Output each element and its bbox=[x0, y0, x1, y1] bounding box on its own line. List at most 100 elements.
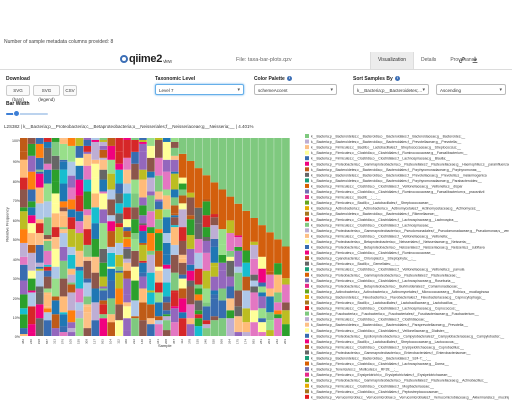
bar-segment[interactable] bbox=[155, 191, 163, 200]
qiime2-logo[interactable]: qiime2 view bbox=[120, 53, 172, 65]
bar-segment[interactable] bbox=[266, 232, 274, 272]
bar-segment[interactable] bbox=[99, 169, 108, 180]
bar-segment[interactable] bbox=[210, 290, 219, 295]
bar-segment[interactable] bbox=[210, 138, 219, 183]
bar-segment[interactable] bbox=[75, 221, 84, 234]
bar-segment[interactable] bbox=[83, 165, 92, 180]
bar-segment[interactable] bbox=[139, 242, 147, 245]
bar-segment[interactable] bbox=[155, 175, 163, 192]
bar-segment[interactable] bbox=[162, 189, 171, 196]
bar-segment[interactable] bbox=[83, 328, 92, 336]
bar-segment[interactable] bbox=[67, 332, 76, 336]
bar-segment[interactable] bbox=[131, 238, 139, 251]
bar-segment[interactable] bbox=[107, 268, 115, 281]
bar-segment[interactable] bbox=[234, 272, 243, 291]
bar-segment[interactable] bbox=[194, 252, 203, 269]
bar-segment[interactable] bbox=[139, 143, 147, 152]
bar-segment[interactable] bbox=[194, 207, 203, 224]
info-icon[interactable]: i bbox=[394, 76, 400, 82]
bar-segment[interactable] bbox=[250, 310, 258, 323]
bar-segment[interactable] bbox=[178, 258, 187, 263]
bar-segment[interactable] bbox=[194, 310, 203, 315]
bar-segment[interactable] bbox=[139, 223, 147, 226]
bar-segment[interactable] bbox=[170, 159, 179, 172]
bar-segment[interactable] bbox=[59, 229, 68, 232]
bar-segment[interactable] bbox=[186, 197, 195, 216]
bar-segment[interactable] bbox=[75, 157, 84, 166]
bar-segment[interactable] bbox=[202, 198, 211, 202]
bar-segment[interactable] bbox=[51, 278, 60, 297]
sample-bar[interactable] bbox=[258, 138, 266, 336]
bar-segment[interactable] bbox=[186, 248, 195, 265]
sample-bar[interactable] bbox=[43, 138, 52, 336]
bar-segment[interactable] bbox=[186, 318, 195, 325]
bar-segment[interactable] bbox=[107, 280, 115, 299]
bar-segment[interactable] bbox=[123, 248, 131, 259]
bar-segment[interactable] bbox=[162, 330, 171, 336]
bar-segment[interactable] bbox=[20, 207, 28, 212]
bar-segment[interactable] bbox=[123, 258, 131, 263]
bar-segment[interactable] bbox=[162, 217, 171, 234]
bar-segment[interactable] bbox=[210, 320, 219, 336]
bar-segment[interactable] bbox=[170, 147, 179, 156]
bar-segment[interactable] bbox=[20, 314, 28, 329]
bar-segment[interactable] bbox=[147, 138, 155, 146]
bar-segment[interactable] bbox=[178, 138, 187, 154]
bar-segment[interactable] bbox=[274, 274, 282, 293]
bar-segment[interactable] bbox=[107, 231, 115, 247]
bar-segment[interactable] bbox=[99, 193, 108, 210]
bar-segment[interactable] bbox=[218, 270, 227, 289]
bar-segment[interactable] bbox=[170, 155, 179, 160]
bar-segment[interactable] bbox=[99, 191, 108, 194]
bar-segment[interactable] bbox=[234, 290, 243, 307]
bar-segment[interactable] bbox=[91, 272, 100, 289]
bar-segment[interactable] bbox=[170, 138, 179, 142]
bar-segment[interactable] bbox=[43, 308, 52, 313]
bar-segment[interactable] bbox=[258, 256, 266, 269]
bar-segment[interactable] bbox=[20, 159, 28, 178]
sample-bar[interactable] bbox=[107, 138, 115, 336]
bar-segment[interactable] bbox=[258, 286, 266, 293]
bar-segment[interactable] bbox=[123, 278, 131, 295]
bar-segment[interactable] bbox=[35, 304, 44, 319]
bar-segment[interactable] bbox=[147, 304, 155, 319]
bar-segment[interactable] bbox=[83, 145, 92, 152]
bar-segment[interactable] bbox=[155, 324, 163, 336]
bar-segment[interactable] bbox=[194, 314, 203, 319]
bar-segment[interactable] bbox=[147, 254, 155, 273]
bar-segment[interactable] bbox=[51, 237, 60, 249]
bar-segment[interactable] bbox=[186, 324, 195, 336]
bar-segment[interactable] bbox=[35, 203, 44, 220]
bar-segment[interactable] bbox=[35, 219, 44, 224]
bar-segment[interactable] bbox=[162, 195, 171, 210]
bar-segment[interactable] bbox=[67, 209, 76, 218]
bar-segment[interactable] bbox=[43, 240, 52, 251]
bar-segment[interactable] bbox=[59, 211, 68, 216]
bar-segment[interactable] bbox=[202, 324, 211, 329]
bar-segment[interactable] bbox=[282, 302, 290, 311]
bar-segment[interactable] bbox=[162, 171, 171, 190]
bar-segment[interactable] bbox=[250, 138, 258, 218]
bar-segment[interactable] bbox=[170, 225, 179, 228]
sample-bar[interactable] bbox=[234, 138, 243, 336]
bar-segment[interactable] bbox=[107, 298, 115, 315]
bar-segment[interactable] bbox=[178, 189, 187, 196]
bar-segment[interactable] bbox=[170, 217, 179, 226]
bar-segment[interactable] bbox=[51, 296, 60, 301]
bar-segment[interactable] bbox=[43, 169, 52, 184]
bar-segment[interactable] bbox=[20, 151, 28, 160]
bar-segment[interactable] bbox=[266, 312, 274, 321]
bar-segment[interactable] bbox=[91, 193, 100, 208]
bar-segment[interactable] bbox=[147, 145, 155, 158]
bar-segment[interactable] bbox=[186, 160, 195, 193]
download-csv-button[interactable]: CSV bbox=[63, 85, 77, 96]
bar-segment[interactable] bbox=[83, 229, 92, 245]
bar-segment[interactable] bbox=[162, 302, 171, 311]
bar-segment[interactable] bbox=[258, 308, 266, 319]
bar-segment[interactable] bbox=[250, 258, 258, 275]
sample-bar[interactable] bbox=[91, 138, 100, 336]
sample-bar[interactable] bbox=[59, 138, 68, 336]
bar-segment[interactable] bbox=[162, 233, 171, 243]
bar-segment[interactable] bbox=[27, 155, 36, 172]
bar-segment[interactable] bbox=[210, 182, 219, 215]
